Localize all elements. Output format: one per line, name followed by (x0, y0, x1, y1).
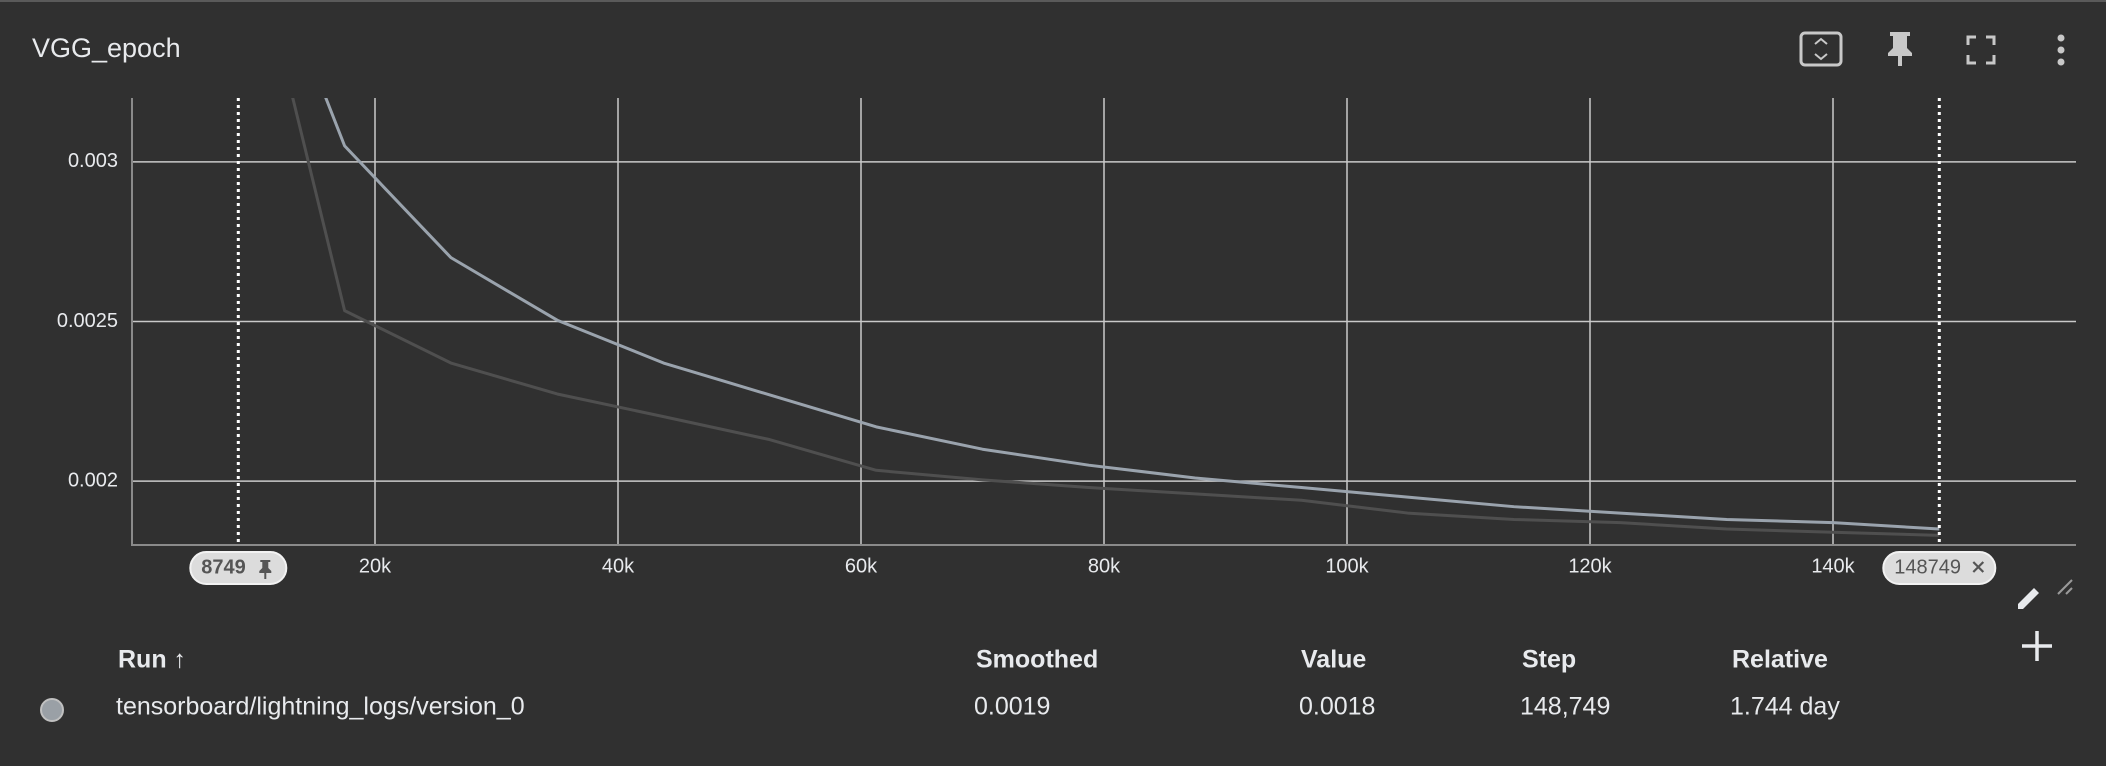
table-cell: 1.744 day (1730, 693, 1840, 721)
x-tick-label: 140k (1811, 555, 1855, 577)
series-group (291, 98, 1940, 537)
column-header[interactable]: Relative (1732, 646, 1828, 674)
y-tick-label: 0.002 (68, 469, 118, 491)
badge-background (1882, 551, 1997, 585)
x-tick-label: 40k (602, 555, 635, 577)
column-header[interactable]: Step (1522, 646, 1576, 674)
badge-label: 148749 (1894, 556, 1961, 578)
fit-domain-button[interactable] (1799, 31, 1843, 67)
x-tick-label: 20k (359, 555, 392, 577)
x-tick-label: 60k (845, 555, 878, 577)
y-tick-label: 0.003 (68, 150, 118, 172)
badge-label: 8749 (201, 556, 246, 578)
y-tick-label: 0.0025 (57, 310, 118, 332)
plot: 0.002 0.0025 0.003 20k 40k 60k 80k 100k 120k 140k… (57, 98, 2076, 585)
series-line (324, 98, 1940, 531)
x-tick-label: 120k (1568, 555, 1612, 577)
step-marker-badge[interactable]: 148749 (1882, 551, 1997, 585)
resize-handle[interactable] (2057, 579, 2073, 595)
table-cell: 148,749 (1520, 693, 1610, 721)
add-button[interactable] (2022, 631, 2052, 661)
x-tick-label: 80k (1088, 555, 1121, 577)
pin-button[interactable] (1888, 32, 1912, 66)
fullscreen-button[interactable] (1966, 35, 1996, 65)
table-cell: 0.0019 (974, 693, 1050, 721)
more-menu-button[interactable] (2057, 34, 2065, 66)
column-header[interactable]: Value (1301, 646, 1366, 674)
step-marker-badge[interactable]: 8749 (189, 551, 288, 585)
run-color-swatch[interactable] (40, 698, 64, 722)
x-tick-label: 100k (1325, 555, 1369, 577)
table-cell: 0.0018 (1299, 693, 1375, 721)
card-title: VGG_epoch (32, 33, 181, 63)
edit-button[interactable] (2018, 588, 2039, 609)
table-cell: tensorboard/lightning_logs/version_0 (116, 693, 525, 721)
column-header[interactable]: Smoothed (976, 646, 1098, 674)
column-header[interactable]: Run ↑ (118, 646, 186, 674)
series-line (291, 98, 1940, 537)
close-icon (1972, 561, 1985, 573)
pin-icon (259, 560, 272, 579)
